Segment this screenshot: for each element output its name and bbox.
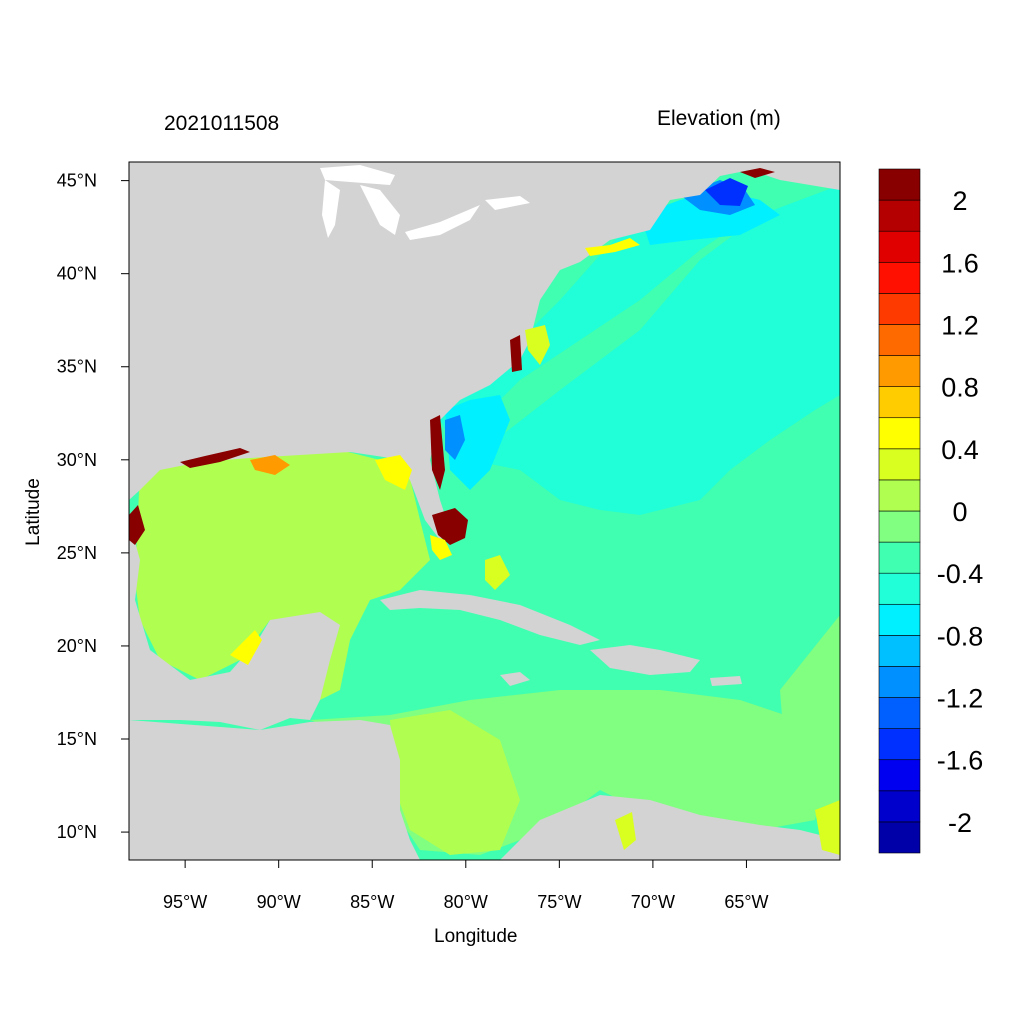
colorbar-bin xyxy=(878,728,921,761)
x-axis-ticks: 95°W 90°W 85°W 80°W 75°W 70°W 65°W xyxy=(163,860,769,912)
colorbar-label: -1.6 xyxy=(937,746,984,776)
colorbar-label: -2 xyxy=(948,808,972,838)
colorbar-label: -1.2 xyxy=(937,684,984,714)
yucatan-coast xyxy=(230,630,262,665)
colorbar-label: 0.8 xyxy=(941,373,979,403)
florida-keys-surge xyxy=(430,535,452,560)
bay-of-fundy xyxy=(705,178,748,206)
y-tick-label: 10°N xyxy=(57,822,97,842)
y-tick-label: 35°N xyxy=(57,357,97,377)
colorbar-bin xyxy=(878,479,921,512)
georgia-shelf xyxy=(445,415,465,460)
south-florida-surge xyxy=(432,508,468,545)
colorbar-bin xyxy=(878,417,921,450)
eastern-caribbean xyxy=(780,615,840,820)
colorbar-bin xyxy=(878,324,921,356)
colorbar-bin xyxy=(878,759,921,792)
plot-frame xyxy=(128,161,841,861)
land xyxy=(129,162,840,860)
x-axis-label: Longitude xyxy=(434,926,518,947)
colorbar-bin xyxy=(878,230,921,263)
louisiana-surge xyxy=(250,455,290,475)
colorbar-label: 1.2 xyxy=(941,310,979,340)
x-tick-label: 85°W xyxy=(350,892,394,912)
colorbar-bin xyxy=(878,821,921,854)
colorbar-bin xyxy=(878,168,921,201)
colorbar-label: 1.6 xyxy=(941,248,979,278)
atlantic-region xyxy=(470,185,840,515)
lake-maracaibo xyxy=(615,812,636,850)
map-timestamp-title: 2021011508 xyxy=(164,112,280,135)
y-tick-label: 20°N xyxy=(57,636,97,656)
x-tick-label: 95°W xyxy=(163,892,207,912)
colorbar-bin xyxy=(878,386,921,419)
shelf-region xyxy=(440,200,760,460)
colorbar-label: 0.4 xyxy=(941,435,979,465)
colorbar-bin xyxy=(878,603,921,636)
y-tick-label: 45°N xyxy=(57,171,97,191)
caribbean-low-region xyxy=(390,710,520,855)
colorbar-bin xyxy=(878,790,921,823)
y-tick-label: 30°N xyxy=(57,450,97,470)
colorbar-bin xyxy=(878,261,921,294)
orinoco-coast xyxy=(815,800,840,855)
colorbar-label: 2 xyxy=(952,186,967,216)
map-plot-area xyxy=(129,162,840,860)
colorbar-bin xyxy=(878,293,921,325)
pamlico-sound xyxy=(525,325,550,365)
gulf-of-mexico xyxy=(135,450,430,700)
x-tick-label: 65°W xyxy=(724,892,768,912)
y-tick-label: 25°N xyxy=(57,543,97,563)
coastal-flooding xyxy=(129,168,775,545)
colorbar-title: Elevation (m) xyxy=(657,107,781,130)
se-shelf xyxy=(445,395,510,490)
colorbar-bin xyxy=(878,697,921,729)
colorbar-bin xyxy=(878,355,921,387)
colorbar-bin xyxy=(878,635,921,667)
colorbar-bin xyxy=(878,448,921,481)
colorbar-bin xyxy=(878,572,921,605)
x-tick-label: 80°W xyxy=(444,892,488,912)
long-island-sound xyxy=(585,238,640,256)
colorbar-bin xyxy=(878,666,921,698)
bahamas-bank xyxy=(485,555,510,590)
colorbar-bin xyxy=(878,199,921,232)
y-tick-label: 15°N xyxy=(57,729,97,749)
big-bend-surge xyxy=(375,455,412,490)
x-tick-label: 90°W xyxy=(257,892,301,912)
colorbar: 2 1.6 1.2 0.8 0.4 0 -0.4 -0.8 -1.2 -1.6 -2 xyxy=(878,168,984,854)
y-tick-label: 40°N xyxy=(57,264,97,284)
x-tick-label: 70°W xyxy=(631,892,675,912)
y-axis-ticks: 45°N 40°N 35°N 30°N 25°N 20°N 15°N 10°N xyxy=(57,171,129,842)
great-lakes xyxy=(320,165,530,240)
colorbar-label: -0.4 xyxy=(937,559,984,589)
colorbar-bin xyxy=(878,510,921,543)
colorbar-bin xyxy=(878,541,921,574)
colorbar-label: -0.8 xyxy=(937,621,984,651)
x-tick-label: 75°W xyxy=(537,892,581,912)
colorbar-label: 0 xyxy=(952,497,967,527)
